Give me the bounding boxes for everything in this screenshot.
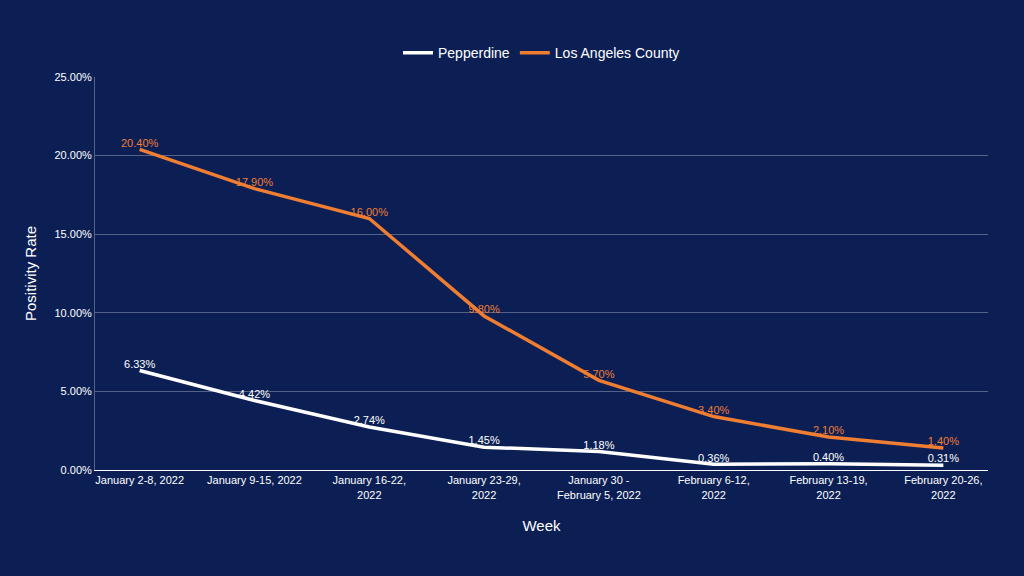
svg-text:Pepperdine: Pepperdine [438,45,510,61]
svg-text:January 23-29,2022: January 23-29,2022 [447,474,520,500]
svg-text:20.40%: 20.40% [121,137,159,149]
svg-text:February 13-19,2022: February 13-19,2022 [789,474,867,500]
svg-text:20.00%: 20.00% [54,149,92,161]
svg-text:February 20-26,2022: February 20-26,2022 [904,474,982,500]
svg-text:January 30 -February 5, 2022: January 30 -February 5, 2022 [557,474,641,500]
svg-text:0.36%: 0.36% [698,452,729,464]
svg-text:2.74%: 2.74% [354,414,385,426]
svg-text:9.80%: 9.80% [468,303,499,315]
svg-text:0.00%: 0.00% [61,464,92,476]
svg-text:0.31%: 0.31% [928,452,959,464]
svg-text:January 16-22,2022: January 16-22,2022 [333,474,406,500]
svg-text:6.33%: 6.33% [124,358,155,370]
svg-text:1.45%: 1.45% [468,434,499,446]
svg-text:January 2-8, 2022: January 2-8, 2022 [95,474,184,486]
svg-text:5.00%: 5.00% [61,385,92,397]
svg-text:15.00%: 15.00% [54,228,92,240]
svg-text:Los Angeles County: Los Angeles County [555,45,680,61]
svg-text:5.70%: 5.70% [583,368,614,380]
svg-text:16.00%: 16.00% [351,206,389,218]
svg-text:3.40%: 3.40% [698,404,729,416]
svg-text:Positivity Rate: Positivity Rate [22,226,39,321]
svg-text:January 9-15, 2022: January 9-15, 2022 [207,474,302,486]
svg-text:17.90%: 17.90% [236,176,274,188]
svg-text:2.10%: 2.10% [813,424,844,436]
svg-text:1.40%: 1.40% [928,435,959,447]
svg-text:Week: Week [522,517,561,534]
svg-text:1.18%: 1.18% [583,439,614,451]
svg-text:10.00%: 10.00% [54,307,92,319]
svg-text:4.42%: 4.42% [239,388,270,400]
svg-text:February 6-12,2022: February 6-12,2022 [678,474,750,500]
svg-text:0.40%: 0.40% [813,451,844,463]
svg-text:25.00%: 25.00% [54,71,92,83]
